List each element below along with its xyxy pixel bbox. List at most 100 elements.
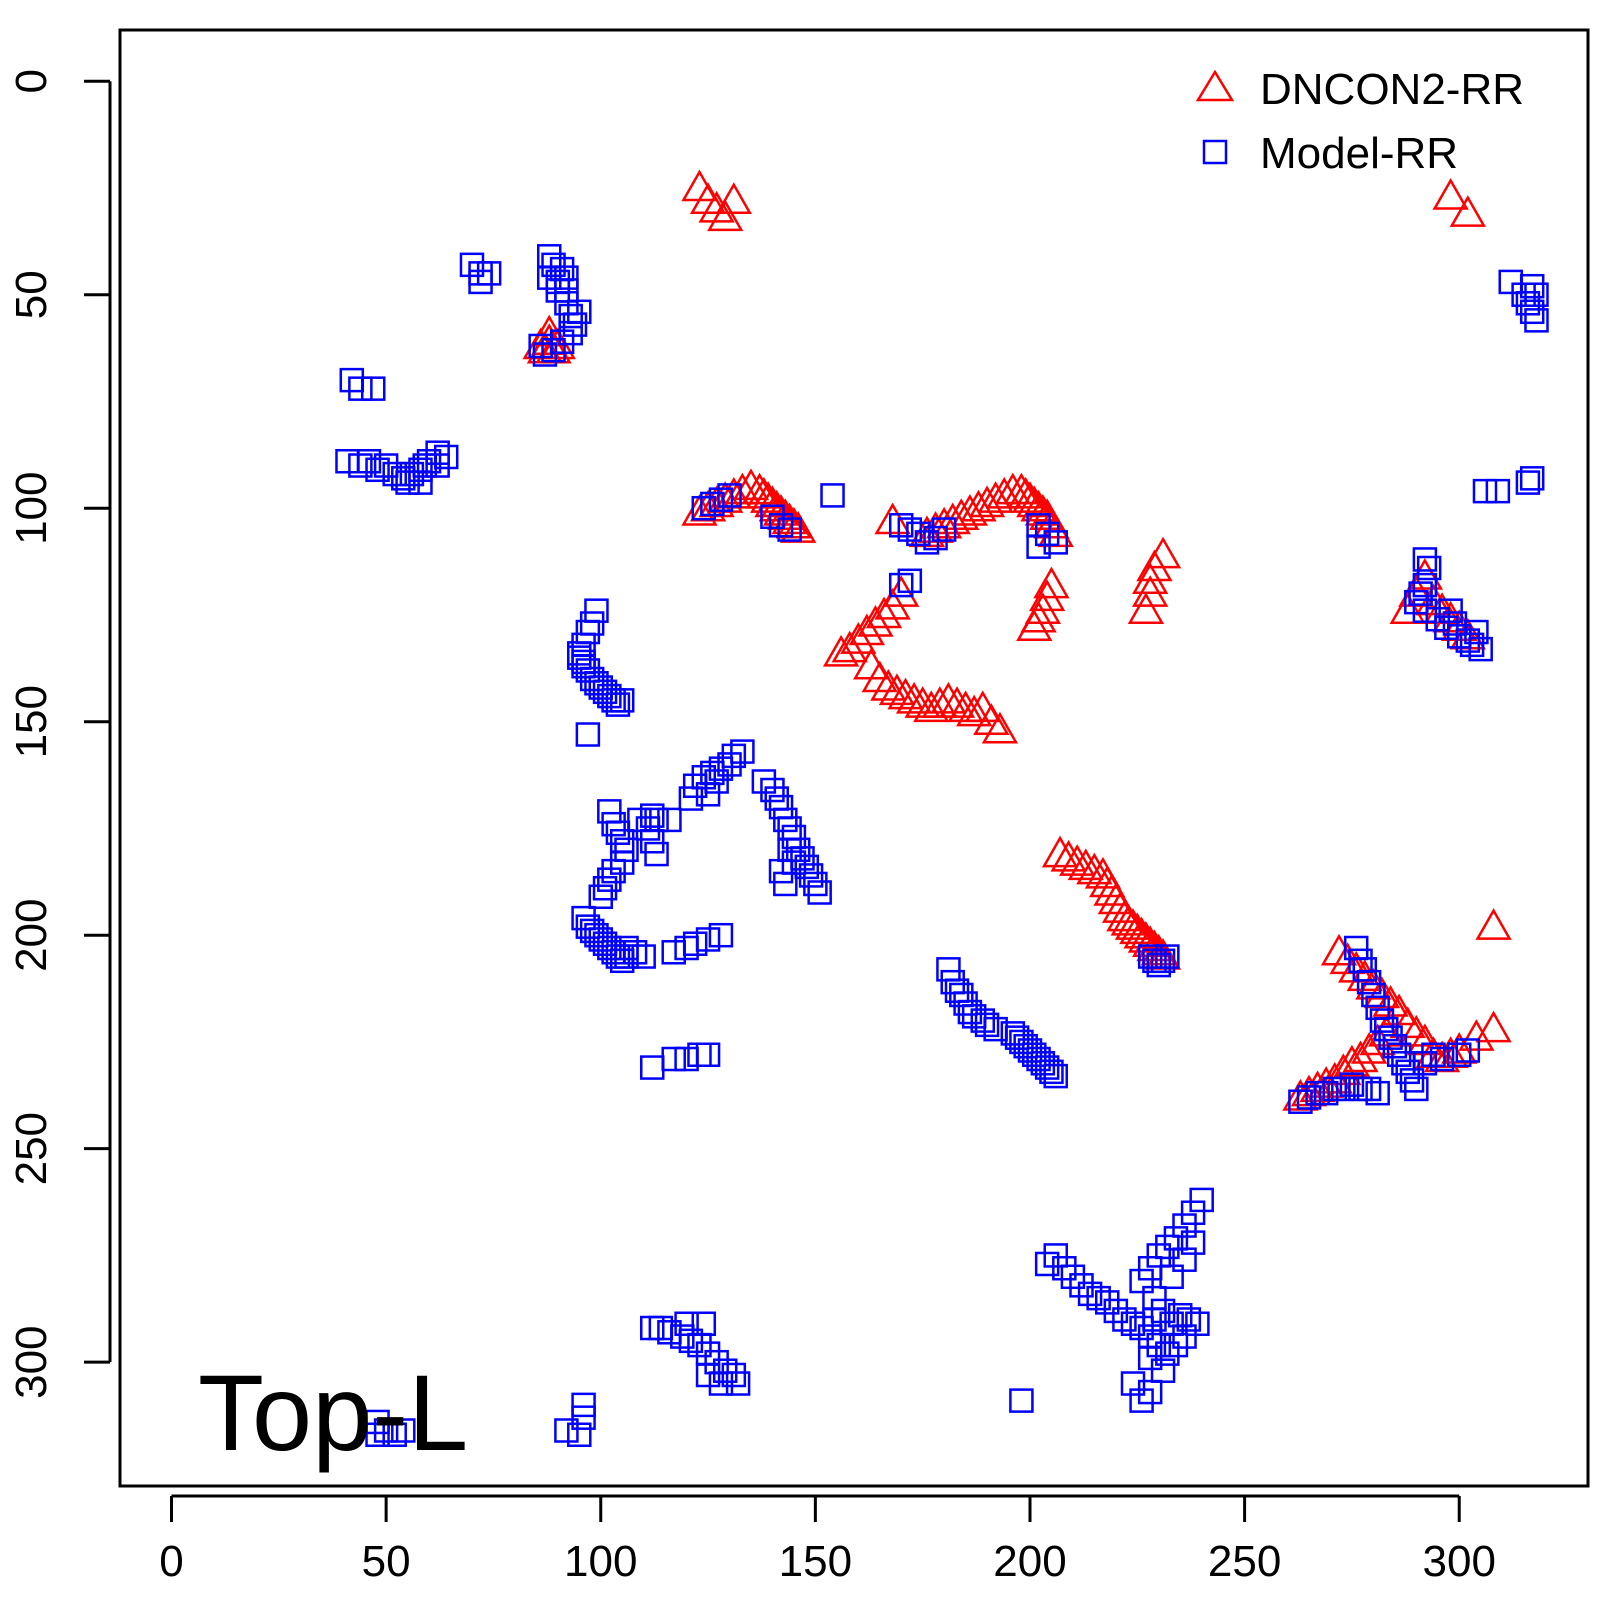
data-point	[938, 686, 976, 718]
data-point	[974, 1012, 1000, 1038]
data-point	[1421, 1042, 1446, 1068]
x-tick-label: 250	[1208, 1537, 1281, 1586]
data-point	[1137, 1379, 1163, 1405]
data-point	[960, 489, 997, 522]
data-point	[1382, 1033, 1408, 1059]
y-tick-label: 50	[7, 270, 56, 319]
data-point	[1106, 899, 1143, 932]
data-point	[1013, 1033, 1038, 1059]
data-point	[1069, 1273, 1094, 1298]
data-point	[822, 634, 860, 667]
data-point	[1356, 1076, 1382, 1102]
data-point	[536, 265, 562, 290]
data-point	[1129, 1268, 1154, 1294]
data-point	[567, 1422, 592, 1448]
data-point	[1009, 1029, 1034, 1055]
data-point	[584, 922, 609, 948]
data-point	[348, 376, 373, 401]
data-point	[1475, 908, 1512, 940]
data-point	[704, 769, 729, 794]
data-point	[562, 312, 588, 337]
data-point	[777, 517, 802, 542]
data-point	[1033, 566, 1070, 599]
data-point	[870, 669, 907, 701]
data-point	[1350, 1031, 1388, 1064]
data-point	[1095, 1290, 1120, 1315]
y-tick-label: 0	[7, 69, 56, 93]
y-tick-label: 150	[7, 685, 56, 758]
data-point	[425, 453, 450, 478]
data-point	[468, 269, 493, 295]
data-point	[1524, 308, 1549, 333]
data-point	[794, 854, 820, 880]
data-point	[674, 1311, 699, 1336]
data-point	[681, 169, 718, 202]
data-point	[1361, 982, 1386, 1008]
data-point	[695, 782, 721, 807]
data-point	[1468, 636, 1493, 662]
data-point	[476, 261, 502, 286]
data-point	[1060, 1264, 1086, 1290]
data-point	[365, 1422, 390, 1448]
legend-marker-square	[1202, 139, 1228, 165]
data-point	[695, 1362, 721, 1388]
data-point	[970, 1008, 996, 1033]
data-point	[1404, 589, 1429, 615]
data-point	[541, 337, 566, 363]
data-point	[878, 673, 916, 706]
data-point	[1076, 852, 1113, 885]
data-point	[1132, 925, 1169, 957]
legend: DNCON2-RR Model-RR	[1195, 65, 1524, 178]
x-tick-label: 150	[779, 1537, 852, 1586]
data-point	[579, 918, 605, 944]
x-axis: 0 50 100 150 200 250 300	[159, 1494, 1496, 1586]
data-point	[961, 1004, 987, 1029]
data-point	[930, 681, 967, 714]
data-point	[1408, 581, 1433, 606]
data-point	[1127, 920, 1165, 953]
data-point	[1137, 1345, 1163, 1371]
data-point	[365, 1409, 390, 1435]
data-point	[571, 1405, 596, 1430]
data-point	[575, 914, 601, 939]
data-point	[1067, 848, 1104, 881]
data-point	[365, 457, 390, 483]
data-point	[1296, 1085, 1322, 1110]
x-tick-label: 50	[362, 1537, 411, 1586]
data-point	[614, 837, 639, 863]
data-point	[1339, 1072, 1365, 1097]
data-point	[468, 261, 493, 286]
data-point	[923, 525, 948, 551]
data-point	[1146, 952, 1172, 978]
data-point	[408, 470, 433, 495]
data-point	[773, 807, 798, 833]
data-point	[1129, 1315, 1154, 1341]
data-point	[1150, 1298, 1176, 1324]
data-point	[597, 683, 622, 709]
data-point	[1043, 530, 1068, 555]
data-point	[1007, 476, 1044, 509]
data-point	[1515, 470, 1541, 495]
data-point	[1395, 1059, 1420, 1085]
data-point	[558, 320, 583, 346]
x-tick-label: 100	[564, 1537, 637, 1586]
data-point	[1320, 933, 1358, 966]
data-point	[571, 653, 596, 679]
legend-marker-triangle	[1195, 69, 1235, 102]
data-point	[1449, 195, 1486, 227]
data-point	[1176, 1307, 1202, 1332]
data-point	[1288, 1089, 1313, 1114]
data-point	[1146, 1243, 1172, 1268]
data-point	[601, 811, 626, 837]
data-point	[614, 935, 639, 961]
data-point	[1356, 969, 1382, 995]
data-point	[1459, 632, 1485, 658]
data-point	[861, 660, 898, 693]
data-point	[1026, 534, 1051, 559]
data-point	[1180, 1230, 1206, 1255]
data-point	[943, 498, 980, 531]
legend-label: Model-RR	[1260, 129, 1458, 178]
data-point	[803, 871, 828, 897]
data-point	[459, 252, 485, 278]
